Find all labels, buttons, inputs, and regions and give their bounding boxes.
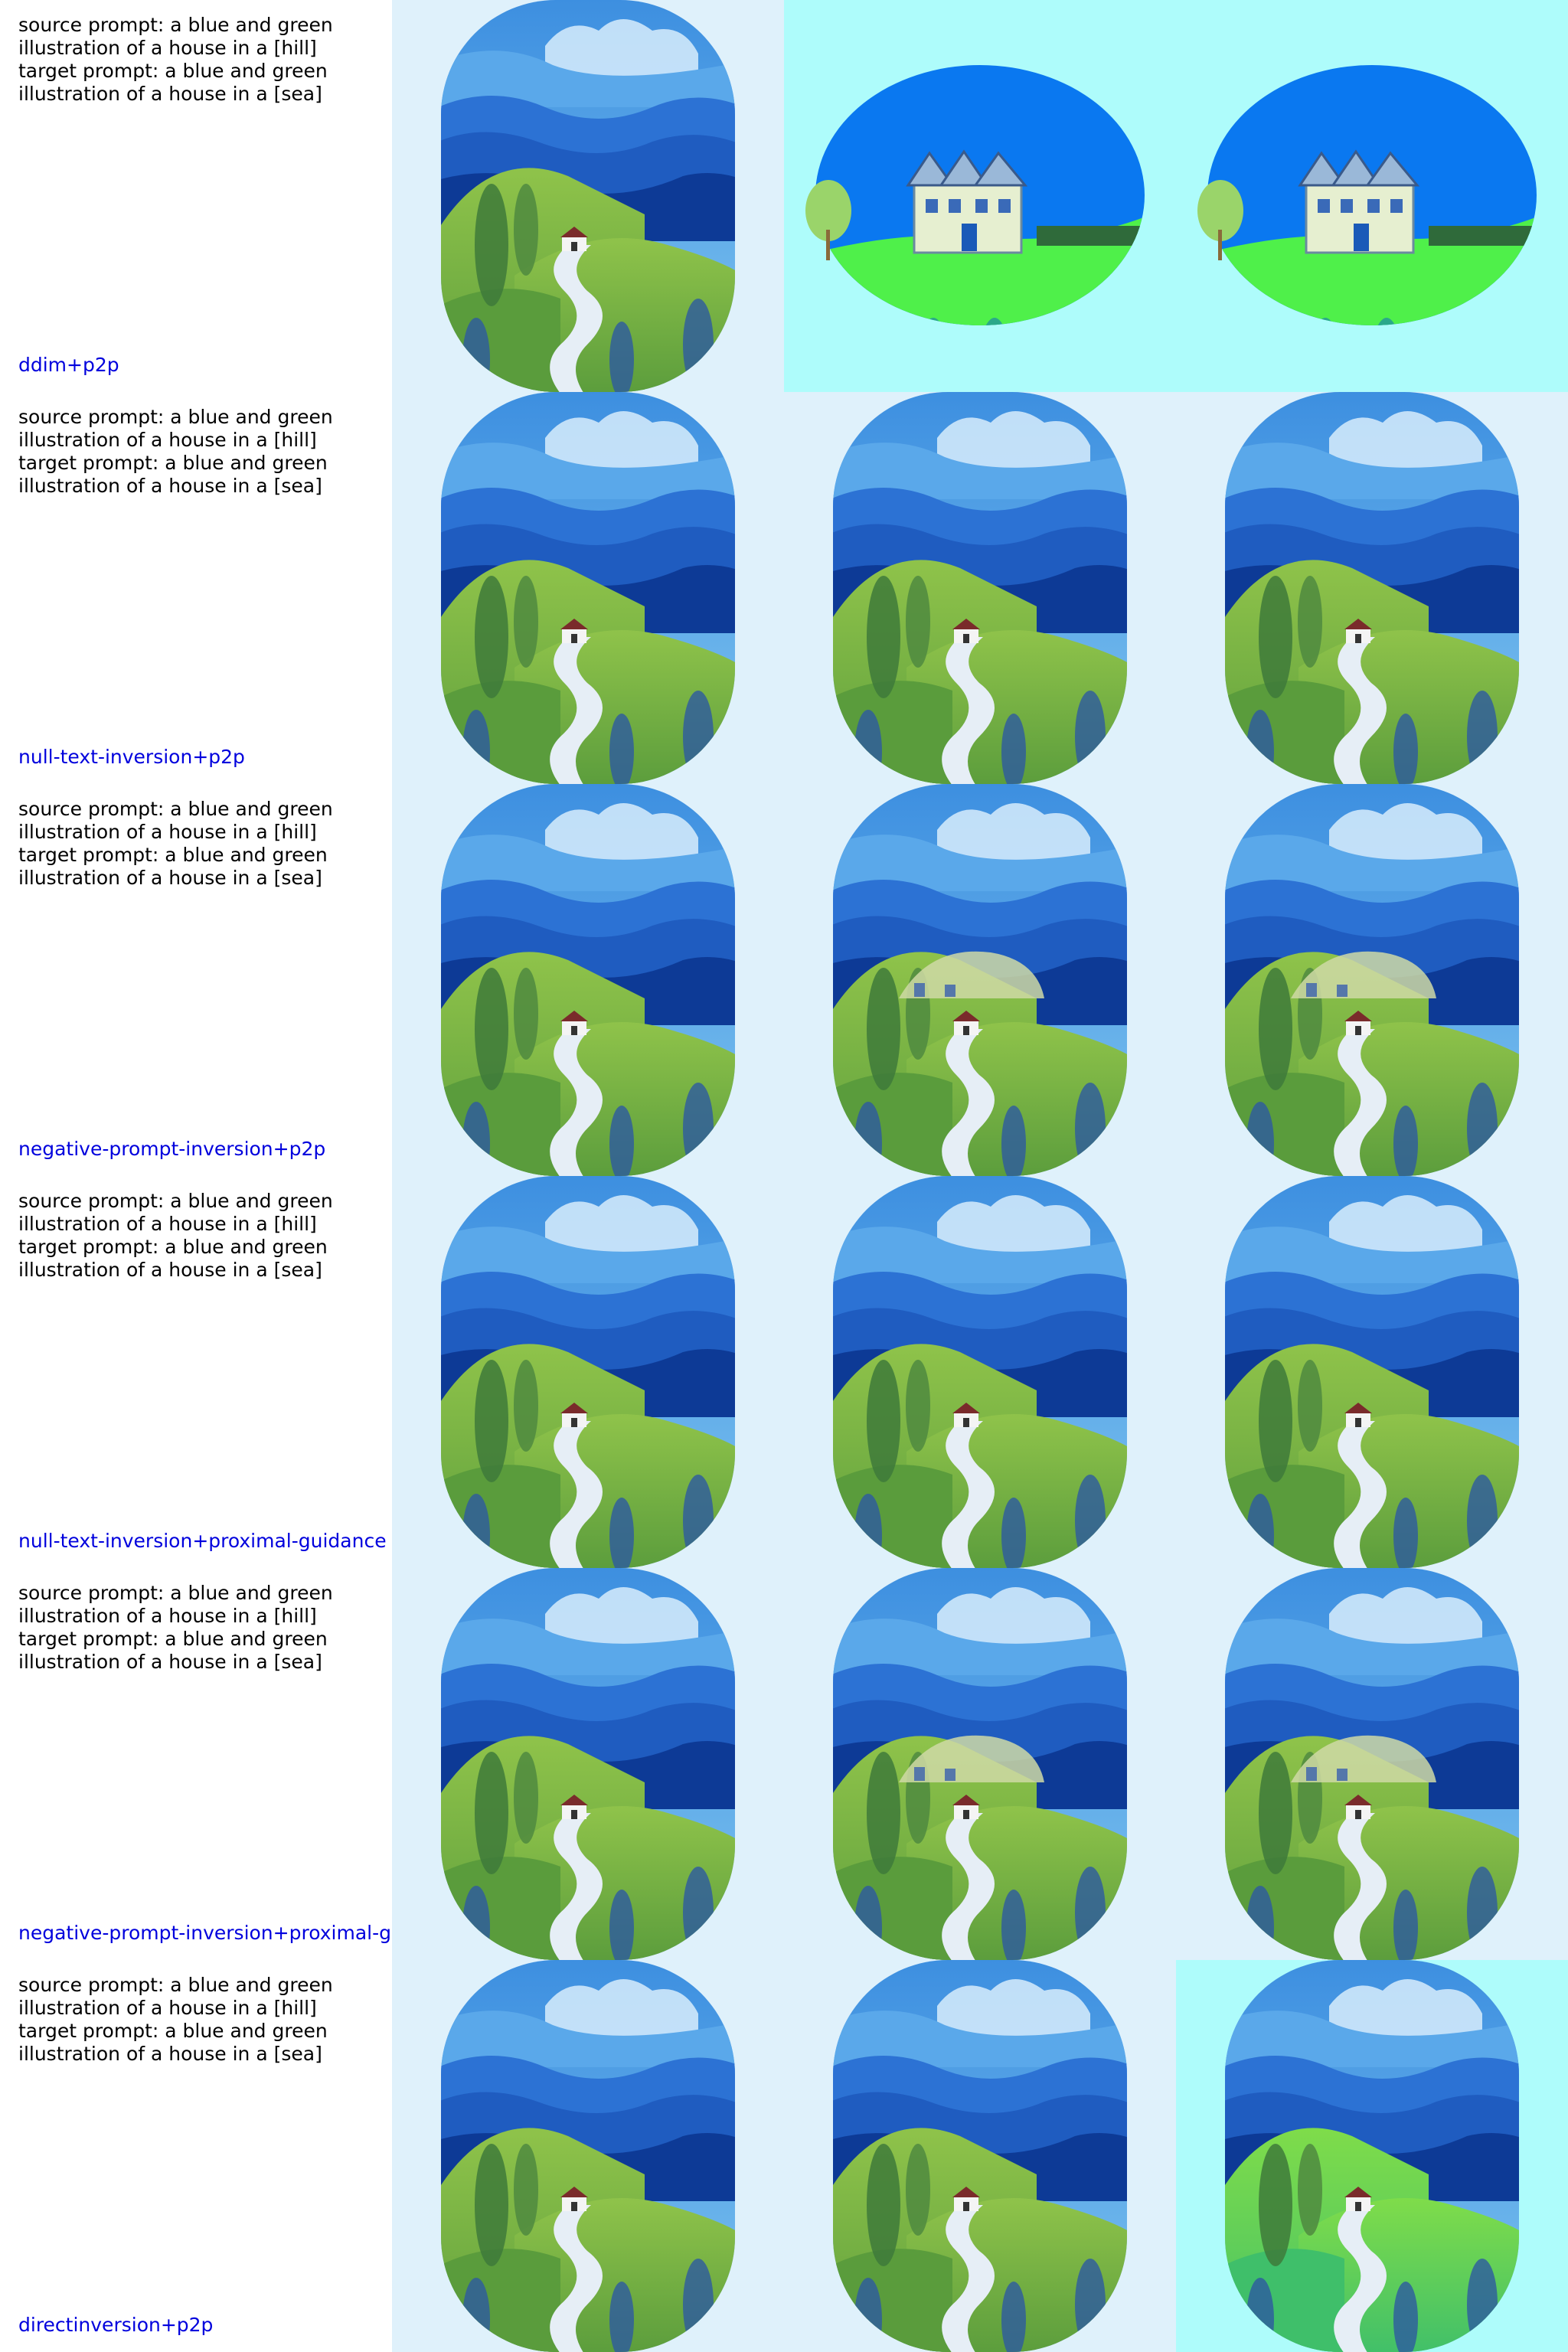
edited-image-a bbox=[784, 1176, 1176, 1568]
target-prompt: target prompt: a blue and green illustra… bbox=[18, 1236, 328, 1281]
edited-image-a bbox=[784, 1568, 1176, 1960]
target-prompt: target prompt: a blue and green illustra… bbox=[18, 452, 328, 497]
illustration-hill bbox=[441, 784, 735, 1176]
edited-image-b bbox=[1176, 392, 1568, 784]
edited-image-b bbox=[1176, 1960, 1568, 2352]
illustration-dome bbox=[833, 1568, 1127, 1960]
target-prompt: target prompt: a blue and green illustra… bbox=[18, 60, 328, 105]
prompt-text: source prompt: a blue and green illustra… bbox=[18, 798, 378, 890]
grid-row: source prompt: a blue and green illustra… bbox=[0, 392, 1568, 784]
source-image bbox=[392, 392, 784, 784]
prompt-text: source prompt: a blue and green illustra… bbox=[18, 1190, 378, 1282]
illustration-hill bbox=[833, 1960, 1127, 2352]
edited-image-a bbox=[784, 392, 1176, 784]
edited-image-a bbox=[784, 1960, 1176, 2352]
row-label-column: source prompt: a blue and green illustra… bbox=[0, 1568, 392, 1960]
source-prompt: source prompt: a blue and green illustra… bbox=[18, 14, 333, 59]
illustration-hill bbox=[441, 0, 735, 392]
target-prompt: target prompt: a blue and green illustra… bbox=[18, 2020, 328, 2065]
method-label: negative-prompt-inversion+p2p bbox=[18, 1138, 326, 1160]
edited-image-b bbox=[1176, 1568, 1568, 1960]
target-prompt: target prompt: a blue and green illustra… bbox=[18, 844, 328, 889]
row-label-column: source prompt: a blue and green illustra… bbox=[0, 0, 392, 392]
illustration-hill bbox=[833, 1176, 1127, 1568]
grid-row: source prompt: a blue and green illustra… bbox=[0, 1176, 1568, 1568]
illustration-hill bbox=[1225, 1176, 1519, 1568]
source-image bbox=[392, 1568, 784, 1960]
source-image bbox=[392, 0, 784, 392]
illustration-dome bbox=[833, 784, 1127, 1176]
method-label: ddim+p2p bbox=[18, 354, 119, 376]
edited-image-b bbox=[1176, 0, 1568, 392]
row-label-column: source prompt: a blue and green illustra… bbox=[0, 1960, 392, 2352]
edited-image-a bbox=[784, 784, 1176, 1176]
source-prompt: source prompt: a blue and green illustra… bbox=[18, 1974, 333, 2019]
illustration-hill bbox=[441, 1568, 735, 1960]
source-prompt: source prompt: a blue and green illustra… bbox=[18, 406, 333, 451]
source-image bbox=[392, 1176, 784, 1568]
prompt-text: source prompt: a blue and green illustra… bbox=[18, 14, 378, 106]
prompt-text: source prompt: a blue and green illustra… bbox=[18, 1582, 378, 1674]
edited-image-a bbox=[784, 0, 1176, 392]
source-image bbox=[392, 784, 784, 1176]
source-prompt: source prompt: a blue and green illustra… bbox=[18, 1190, 333, 1235]
illustration-dome bbox=[1225, 784, 1519, 1176]
method-label: null-text-inversion+proximal-guidance bbox=[18, 1530, 387, 1552]
grid-row: source prompt: a blue and green illustra… bbox=[0, 1960, 1568, 2352]
illustration-hill bbox=[833, 392, 1127, 784]
grid-row: source prompt: a blue and green illustra… bbox=[0, 784, 1568, 1176]
prompt-text: source prompt: a blue and green illustra… bbox=[18, 1974, 378, 2066]
illustration-mansion bbox=[805, 65, 1145, 325]
source-image bbox=[392, 1960, 784, 2352]
illustration-mansion bbox=[1197, 65, 1537, 325]
edited-image-b bbox=[1176, 1176, 1568, 1568]
illustration-hill bbox=[441, 1960, 735, 2352]
grid-row: source prompt: a blue and green illustra… bbox=[0, 1568, 1568, 1960]
grid-row: source prompt: a blue and green illustra… bbox=[0, 0, 1568, 392]
source-prompt: source prompt: a blue and green illustra… bbox=[18, 1582, 333, 1627]
method-label: directinversion+p2p bbox=[18, 2314, 214, 2336]
row-label-column: source prompt: a blue and green illustra… bbox=[0, 392, 392, 784]
source-prompt: source prompt: a blue and green illustra… bbox=[18, 798, 333, 843]
illustration-dome bbox=[1225, 1568, 1519, 1960]
target-prompt: target prompt: a blue and green illustra… bbox=[18, 1628, 328, 1673]
row-label-column: source prompt: a blue and green illustra… bbox=[0, 1176, 392, 1568]
illustration-hill-bright bbox=[1225, 1960, 1519, 2352]
illustration-hill bbox=[1225, 392, 1519, 784]
illustration-hill bbox=[441, 1176, 735, 1568]
edited-image-b bbox=[1176, 784, 1568, 1176]
method-label: negative-prompt-inversion+proximal-guida… bbox=[18, 1922, 390, 1944]
method-label: null-text-inversion+p2p bbox=[18, 746, 245, 768]
prompt-text: source prompt: a blue and green illustra… bbox=[18, 406, 378, 498]
row-label-column: source prompt: a blue and green illustra… bbox=[0, 784, 392, 1176]
illustration-hill bbox=[441, 392, 735, 784]
